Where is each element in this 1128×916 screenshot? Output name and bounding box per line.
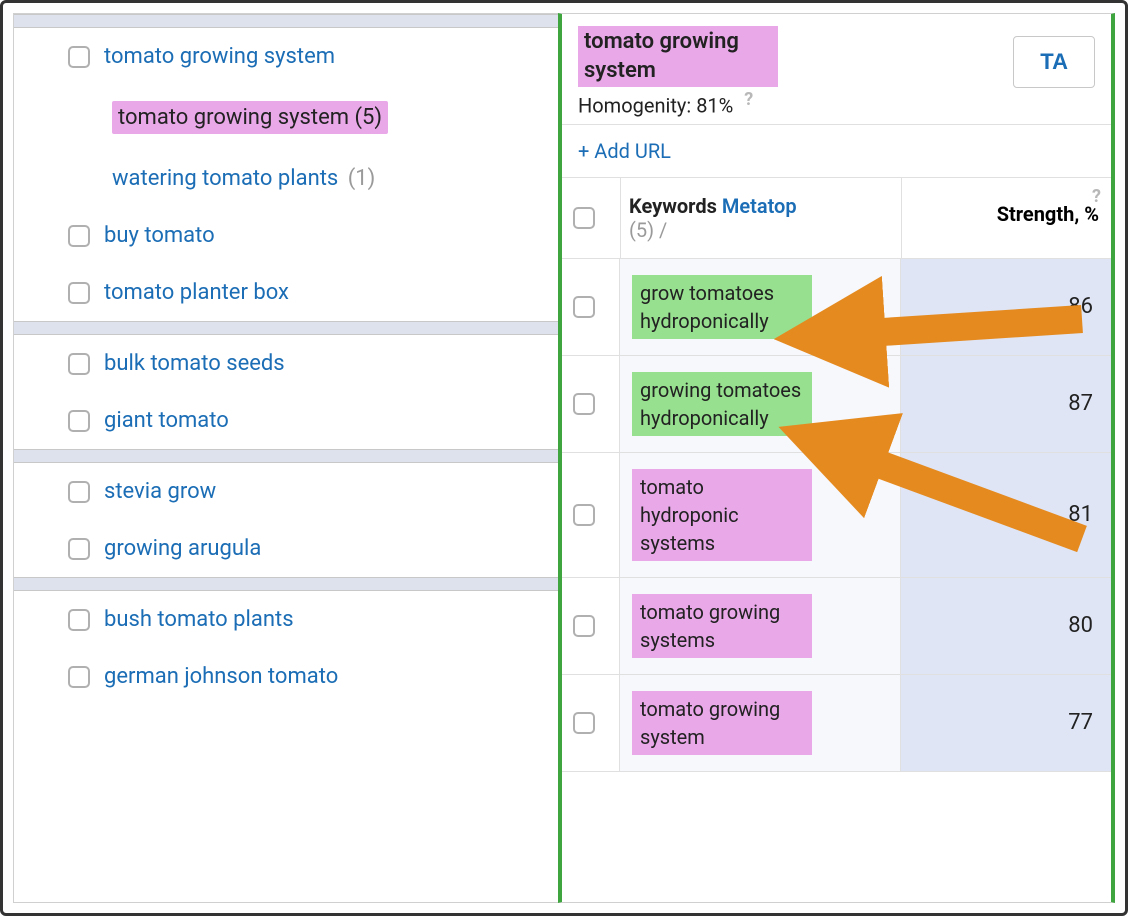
item-label[interactable]: bush tomato plants <box>104 607 294 632</box>
sidebar-item[interactable]: german johnson tomato <box>14 648 558 705</box>
app-container: tomato growing systemtomato growing syst… <box>0 0 1128 916</box>
sidebar-group: bulk tomato seeds giant tomato <box>14 335 558 449</box>
item-checkbox[interactable] <box>68 353 90 375</box>
table-row: tomato growing systems 80 <box>562 578 1111 675</box>
table-body: grow tomatoes hydroponically86growing to… <box>562 259 1111 902</box>
sidebar-item[interactable]: growing arugula <box>14 520 558 577</box>
item-count: (5) <box>355 105 383 130</box>
row-checkbox[interactable] <box>573 504 595 526</box>
row-checkbox[interactable] <box>573 712 595 734</box>
keyword-chip[interactable]: growing tomatoes hydroponically <box>632 372 812 436</box>
cell-strength: 86 <box>901 259 1111 355</box>
group-separator <box>14 321 558 335</box>
homogeneity-label: Homogenity: <box>578 94 691 118</box>
help-icon[interactable]: ? <box>1092 186 1101 207</box>
item-label[interactable]: german johnson tomato <box>104 664 338 689</box>
cell-strength: 87 <box>901 356 1111 452</box>
item-checkbox[interactable] <box>68 666 90 688</box>
cell-check <box>562 259 620 355</box>
table-row: growing tomatoes hydroponically 87 <box>562 356 1111 453</box>
group-separator <box>14 14 558 28</box>
sidebar-item[interactable]: buy tomato <box>14 207 558 264</box>
item-label[interactable]: buy tomato <box>104 223 215 248</box>
col-strength-label: Strength, % <box>997 202 1099 226</box>
select-all-checkbox[interactable] <box>573 207 595 229</box>
sidebar-item[interactable]: tomato growing system <box>14 28 558 85</box>
sidebar-item[interactable]: tomato growing system (5) <box>14 85 558 150</box>
cell-keyword: growing tomatoes hydroponically <box>620 356 901 452</box>
item-checkbox[interactable] <box>68 481 90 503</box>
row-checkbox[interactable] <box>573 393 595 415</box>
item-label[interactable]: bulk tomato seeds <box>104 351 285 376</box>
item-checkbox[interactable] <box>68 609 90 631</box>
row-checkbox[interactable] <box>573 615 595 637</box>
panel-title: tomato growing system <box>578 26 778 87</box>
col-metatop-label[interactable]: Metatop <box>722 194 797 218</box>
add-url-link[interactable]: + Add URL <box>562 125 1111 178</box>
table-row: grow tomatoes hydroponically 86 <box>562 259 1111 356</box>
homogeneity: Homogenity: 81% ? <box>578 89 1095 118</box>
sidebar-item[interactable]: bulk tomato seeds <box>14 335 558 392</box>
sidebar-item[interactable]: stevia grow <box>14 463 558 520</box>
cell-keyword: tomato growing systems <box>620 578 901 674</box>
keyword-chip[interactable]: tomato hydroponic systems <box>632 469 812 561</box>
keyword-chip[interactable]: grow tomatoes hydroponically <box>632 275 812 339</box>
col-keywords-slash: / <box>659 218 667 242</box>
group-separator <box>14 449 558 463</box>
th-keywords[interactable]: Keywords Metatop (5) / <box>620 178 901 258</box>
sidebar: tomato growing system tomato growing syst… <box>13 13 558 903</box>
item-checkbox[interactable] <box>68 46 90 68</box>
col-keywords-count: (5) <box>629 218 654 242</box>
item-count: (1) <box>348 166 376 191</box>
keyword-chip[interactable]: tomato growing systems <box>632 594 812 658</box>
sidebar-group: stevia grow growing arugula <box>14 463 558 577</box>
item-label[interactable]: tomato growing system <box>104 44 335 69</box>
cell-check <box>562 675 620 771</box>
item-label[interactable]: watering tomato plants (1) <box>112 166 375 191</box>
cell-keyword: grow tomatoes hydroponically <box>620 259 901 355</box>
cell-check <box>562 578 620 674</box>
sidebar-item[interactable]: giant tomato <box>14 392 558 449</box>
item-checkbox[interactable] <box>68 282 90 304</box>
sidebar-item[interactable]: watering tomato plants (1) <box>14 150 558 207</box>
keyword-panel: tomato growing system Homogenity: 81% ? … <box>558 13 1115 903</box>
item-label[interactable]: tomato planter box <box>104 280 289 305</box>
keyword-chip[interactable]: tomato growing system <box>632 691 812 755</box>
table-row: tomato hydroponic systems 81 <box>562 453 1111 578</box>
item-checkbox[interactable] <box>68 410 90 432</box>
sidebar-group: bush tomato plants german johnson tomato <box>14 591 558 705</box>
sidebar-item[interactable]: tomato planter box <box>14 264 558 321</box>
item-checkbox[interactable] <box>68 225 90 247</box>
item-label[interactable]: giant tomato <box>104 408 229 433</box>
ta-button[interactable]: TA <box>1013 36 1095 88</box>
item-label[interactable]: growing arugula <box>104 536 261 561</box>
item-label[interactable]: tomato growing system (5) <box>112 101 388 134</box>
col-keywords-label: Keywords <box>629 194 717 218</box>
th-check <box>562 178 620 258</box>
table-header: Keywords Metatop (5) / Strength, % ? <box>562 178 1111 259</box>
cell-strength: 77 <box>901 675 1111 771</box>
homogeneity-value: 81% <box>696 94 733 118</box>
cell-strength: 80 <box>901 578 1111 674</box>
cell-strength: 81 <box>901 453 1111 577</box>
help-icon[interactable]: ? <box>744 89 753 110</box>
cell-check <box>562 356 620 452</box>
group-separator <box>14 577 558 591</box>
sidebar-group: tomato growing system tomato growing syst… <box>14 28 558 321</box>
th-strength[interactable]: Strength, % ? <box>901 178 1111 258</box>
item-checkbox[interactable] <box>68 538 90 560</box>
cell-check <box>562 453 620 577</box>
table-row: tomato growing system 77 <box>562 675 1111 772</box>
sidebar-item[interactable]: bush tomato plants <box>14 591 558 648</box>
panel-header: tomato growing system Homogenity: 81% ? … <box>562 14 1111 125</box>
row-checkbox[interactable] <box>573 296 595 318</box>
cell-keyword: tomato growing system <box>620 675 901 771</box>
item-label[interactable]: stevia grow <box>104 479 216 504</box>
cell-keyword: tomato hydroponic systems <box>620 453 901 577</box>
